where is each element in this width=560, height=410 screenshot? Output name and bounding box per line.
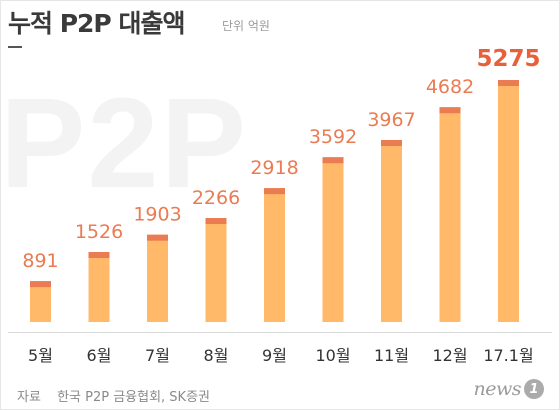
- value-label-4: 2266: [192, 187, 240, 209]
- bar-9: [498, 80, 519, 322]
- category-label-4: 8월: [204, 346, 229, 365]
- category-label-5: 9월: [262, 346, 287, 365]
- value-label-9: 5275: [476, 46, 540, 72]
- bar-3: [147, 234, 168, 322]
- bar-cap-2: [88, 251, 110, 258]
- chart-baseline: [8, 332, 552, 333]
- category-label-3: 7월: [145, 346, 170, 365]
- category-label-6: 10월: [315, 346, 350, 365]
- bar-cap-7: [381, 140, 402, 147]
- source-note: 자료 한국 P2P 금융협회, SK증권: [17, 386, 210, 405]
- bar-cap-6: [322, 157, 344, 164]
- category-label-9: 17.1월: [483, 346, 533, 365]
- bar-5: [264, 188, 285, 322]
- bar-7: [381, 140, 402, 322]
- bar-2: [88, 251, 110, 322]
- value-label-8: 4682: [426, 76, 474, 98]
- category-label-1: 5월: [28, 346, 53, 365]
- bar-1: [30, 281, 51, 322]
- bar-cap-5: [264, 188, 285, 195]
- bar-cap-4: [205, 218, 227, 225]
- bar-4: [205, 218, 227, 322]
- logo-badge: 1: [524, 379, 544, 399]
- value-label-5: 2918: [250, 157, 298, 179]
- source-label: 자료: [17, 390, 41, 405]
- unit-label: 단위 억원: [222, 19, 270, 33]
- source-text: 한국 P2P 금융협회, SK증권: [57, 390, 210, 405]
- bar-cap-8: [439, 107, 461, 114]
- news1-logo: news 1: [473, 378, 544, 400]
- bar-8: [439, 107, 461, 322]
- bar-cap-9: [498, 80, 519, 86]
- category-label-7: 11월: [374, 346, 409, 365]
- value-label-3: 1903: [133, 204, 181, 226]
- bar-6: [322, 157, 344, 322]
- category-label-8: 12월: [432, 346, 467, 365]
- value-label-1: 891: [22, 250, 58, 272]
- chart-title: 누적 P2P 대출액: [8, 9, 185, 38]
- value-label-2: 1526: [75, 221, 123, 243]
- value-label-6: 3592: [309, 126, 357, 148]
- logo-text: news: [473, 378, 522, 400]
- bar-cap-1: [30, 281, 51, 288]
- bar-cap-3: [147, 234, 168, 241]
- watermark-text: P2P: [0, 72, 248, 215]
- title-underline: [8, 46, 22, 48]
- value-label-7: 3967: [367, 109, 415, 131]
- category-label-2: 6월: [87, 346, 112, 365]
